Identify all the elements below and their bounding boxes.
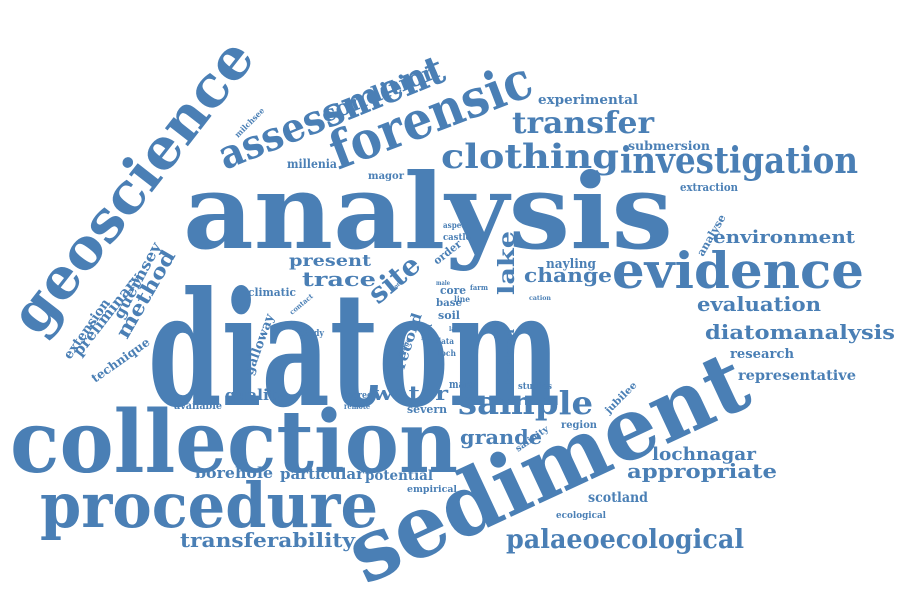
word-transferability: transferability (180, 528, 356, 552)
word-particular: particular (280, 465, 365, 483)
word-soil: soil (438, 309, 460, 322)
word-degree: degree (342, 391, 372, 401)
word-last: last (449, 326, 461, 333)
word-quality: quality (225, 386, 286, 404)
word-scotland: scotland (588, 490, 648, 506)
word-cation: cation (529, 295, 552, 302)
word-research: research (730, 347, 795, 362)
word-change: change (524, 263, 612, 287)
word-analysis: analysis (183, 150, 673, 273)
word-region: region (561, 420, 598, 431)
word-ecological: ecological (556, 511, 607, 521)
word-appropriate: appropriate (627, 459, 777, 483)
word-aspect: aspect (443, 220, 469, 230)
word-water: water (371, 381, 449, 405)
word-diatom: diatom (148, 258, 560, 443)
word-severn: severn (407, 403, 447, 416)
word-transfer: transfer (512, 106, 655, 141)
word-nayling: nayling (546, 257, 596, 272)
word-experimental: experimental (538, 93, 638, 108)
word-millenia: millenia (287, 157, 337, 171)
word-clothing: clothing (441, 137, 619, 177)
word-lake: lake (494, 231, 520, 295)
word-lochnagar: lochnagar (652, 444, 757, 465)
word-collection: collection (10, 392, 458, 493)
word-procedure: procedure (40, 469, 378, 542)
word-submersion: submersion (628, 139, 710, 153)
word-investigation: investigation (620, 140, 858, 182)
word-magor: magor (368, 171, 405, 182)
word-farm: farm (470, 283, 489, 292)
word-good: good (491, 321, 500, 339)
word-present: present (289, 251, 372, 270)
word-remote: remote (344, 401, 370, 411)
word-mare: mare (449, 378, 475, 391)
word-climatic: climatic (248, 286, 296, 299)
word-line: line (454, 294, 470, 304)
word-environment: environment (713, 227, 856, 248)
word-evaluation: evaluation (697, 292, 821, 316)
word-representative: representative (738, 368, 856, 384)
word-extraction: extraction (680, 181, 738, 194)
word-evidence: evidence (612, 241, 864, 300)
word-most: most (425, 323, 434, 340)
word-potential: potential (365, 468, 433, 484)
word-trace: trace (302, 267, 376, 291)
word-empirical: empirical (407, 485, 458, 495)
word-harland: harland (503, 329, 518, 385)
word-grande: grande (460, 425, 542, 449)
word-studies: studies (518, 382, 552, 392)
word-value: value (420, 324, 427, 341)
word-male: male (436, 280, 450, 287)
word-core: core (440, 284, 466, 297)
word-data: data (436, 336, 454, 346)
word-castle: castle (443, 233, 471, 243)
word-sample: sample (458, 384, 593, 422)
word-diatomanalysis: diatomanalysis (705, 320, 895, 344)
word-technique: technique (89, 335, 153, 386)
word-study: study (300, 329, 325, 339)
word-palaeoecological: palaeoecological (506, 525, 744, 555)
word-base: base (436, 298, 462, 309)
word-borehole: borehole (195, 464, 273, 482)
word-loch: loch (438, 348, 456, 358)
word-available: available (174, 401, 222, 412)
